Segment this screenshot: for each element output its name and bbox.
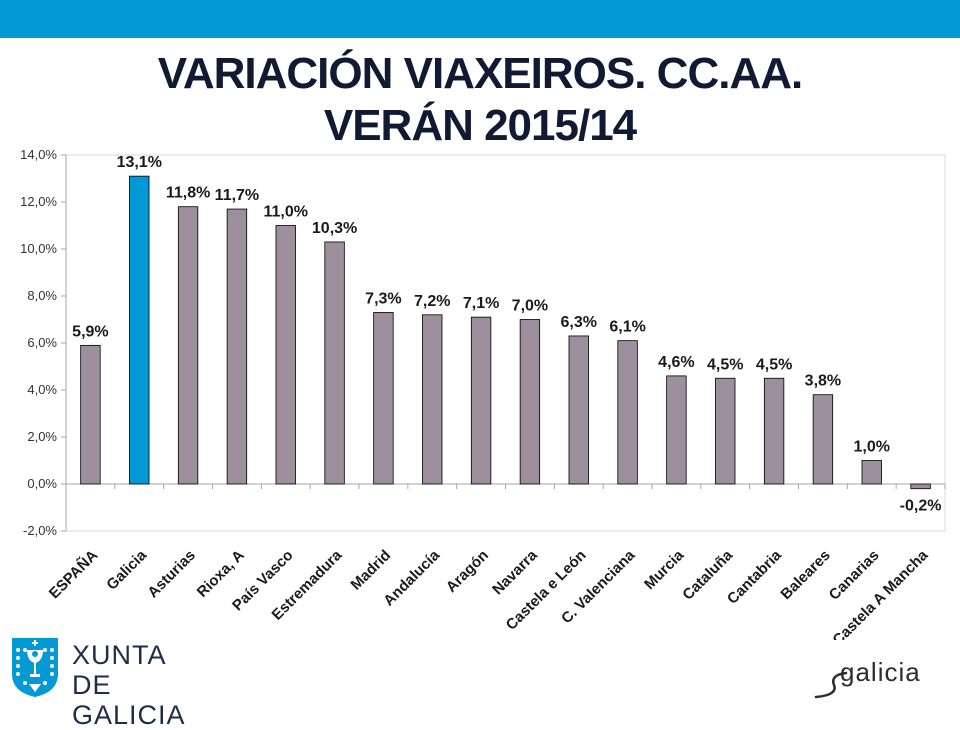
bar xyxy=(568,335,589,485)
data-label: 10,3% xyxy=(312,220,357,237)
x-tick-label: Murcia xyxy=(641,546,688,593)
bar xyxy=(861,460,882,485)
data-label: 7,3% xyxy=(365,290,401,307)
y-tick-label: 10,0% xyxy=(20,241,57,256)
bar xyxy=(617,340,638,485)
data-label: 7,0% xyxy=(512,298,548,315)
data-label: 1,0% xyxy=(854,439,890,456)
bar xyxy=(763,377,785,485)
data-label: 6,3% xyxy=(561,314,597,331)
bar xyxy=(470,316,492,485)
bar-chart: -2,0% 0,0% 2,0% 4,0% 6,0% 8,0% 10,0% 12,0% 14,0%… xyxy=(20,147,946,640)
page-title: VARIACIÓN VIAXEIROS. CC.AA. VERÁN 2015/1… xyxy=(0,48,960,152)
y-tick-label: 4,0% xyxy=(27,382,57,397)
data-label: 11,7% xyxy=(215,187,259,204)
title-line-2: VERÁN 2015/14 xyxy=(323,101,637,150)
y-tick-label: -2,0% xyxy=(23,523,57,538)
x-tick-label: Madrid xyxy=(347,547,394,594)
xunta-logo-line-1: XUNTA xyxy=(72,640,167,670)
xunta-de-galicia-logo: XUNTA DE GALICIA xyxy=(10,636,230,730)
galicia-brand-logo: galicia xyxy=(810,655,940,705)
data-label: 4,5% xyxy=(756,356,792,373)
galicia-wordmark: galicia xyxy=(840,657,921,687)
x-tick-label: ESPAÑA xyxy=(45,546,101,602)
y-tick-label: 8,0% xyxy=(27,288,57,303)
x-tick-label: Asturias xyxy=(144,547,198,601)
bar xyxy=(177,206,199,485)
data-label: 7,1% xyxy=(463,295,499,312)
xunta-logo-line-2: DE GALICIA xyxy=(72,670,186,730)
bar xyxy=(519,319,541,485)
data-label: 11,8% xyxy=(166,185,210,202)
data-label: -0,2% xyxy=(900,498,942,515)
bar xyxy=(373,312,394,485)
data-label: 13,1% xyxy=(117,154,162,171)
bar xyxy=(129,175,150,485)
bar xyxy=(324,241,345,485)
xunta-logo-text: XUNTA DE GALICIA xyxy=(72,640,230,730)
galicia-swoosh-icon xyxy=(814,671,848,699)
xunta-shield-icon xyxy=(12,638,58,697)
y-tick-label: 14,0% xyxy=(20,147,57,162)
data-label: 4,5% xyxy=(707,356,743,373)
bar xyxy=(80,344,101,485)
bar xyxy=(422,314,443,485)
data-label: 3,8% xyxy=(805,373,841,390)
data-label: 4,6% xyxy=(658,354,694,371)
data-label: 11,0% xyxy=(264,204,308,221)
y-tick-label: 2,0% xyxy=(27,429,57,444)
y-tick-label: 0,0% xyxy=(27,476,57,491)
bar xyxy=(275,225,296,485)
data-label: 6,1% xyxy=(609,319,645,336)
bar xyxy=(666,375,687,485)
bar xyxy=(715,377,736,485)
y-tick-label: 6,0% xyxy=(27,335,57,350)
x-tick-label: Aragón xyxy=(443,547,492,596)
top-accent-bar xyxy=(0,0,960,38)
bar xyxy=(226,208,248,485)
x-tick-label: Baleares xyxy=(777,547,833,603)
title-line-1: VARIACIÓN VIAXEIROS. CC.AA. xyxy=(157,49,803,98)
x-tick-label: Galicia xyxy=(103,546,150,593)
bar xyxy=(812,394,834,485)
data-label: 5,9% xyxy=(72,323,108,340)
x-tick-label: Cantabria xyxy=(724,546,785,607)
bar xyxy=(910,483,931,490)
data-label: 7,2% xyxy=(414,293,450,310)
y-tick-label: 12,0% xyxy=(20,194,57,209)
